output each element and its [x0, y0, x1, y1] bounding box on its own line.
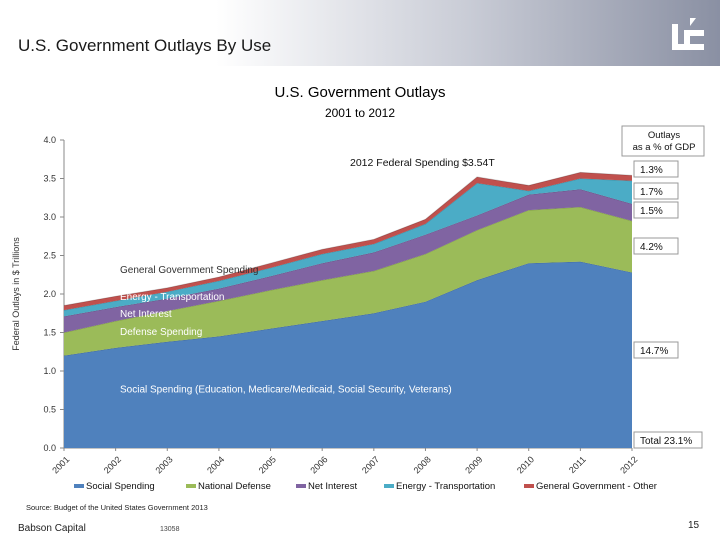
gdp-value-energy: 1.7%: [640, 187, 663, 198]
x-tick-label: 2001: [50, 454, 71, 475]
chart-title: U.S. Government Outlays: [274, 84, 446, 101]
x-tick-label: 2008: [412, 454, 433, 475]
y-tick-label: 4.0: [43, 135, 56, 145]
series-label-general: General Government Spending: [120, 265, 258, 276]
legend-swatch-defense: [186, 484, 196, 488]
legend-swatch-general: [524, 484, 534, 488]
legend-label-net_interest: Net Interest: [308, 481, 357, 492]
chart-subtitle: 2001 to 2012: [324, 106, 396, 120]
source-note: Source: Budget of the United States Gove…: [26, 503, 208, 512]
legend-swatch-social: [74, 484, 84, 488]
gdp-value-defense: 4.2%: [640, 242, 663, 253]
footer-code: 13058: [160, 526, 180, 533]
x-tick-label: 2004: [205, 454, 226, 475]
y-tick-label: 3.0: [43, 212, 56, 222]
x-tick-label: 2011: [567, 454, 588, 475]
gdp-value-box-total: [633, 431, 703, 449]
header-band: [0, 0, 720, 66]
legend-swatch-energy: [384, 484, 394, 488]
y-tick-label: 0.5: [43, 405, 56, 415]
gdp-value-box-general: [633, 160, 679, 178]
gdp-header-line-1: Outlays: [648, 130, 680, 141]
gdp-value-box-net_interest: [633, 201, 679, 219]
y-tick-label: 2.5: [43, 251, 56, 261]
gdp-header-line-2: as a % of GDP: [633, 142, 696, 153]
legend-label-energy: Energy - Transportation: [396, 481, 495, 492]
area-social: [64, 261, 632, 448]
x-tick-label: 2005: [257, 454, 278, 475]
series-label-energy: Energy - Transportation: [120, 292, 225, 303]
page-number: 15: [688, 520, 700, 531]
legend-label-general: General Government - Other: [536, 481, 657, 492]
gdp-value-total: Total 23.1%: [640, 436, 692, 447]
gdp-value-social: 14.7%: [640, 346, 668, 357]
gdp-value-net_interest: 1.5%: [640, 206, 663, 217]
gdp-value-box-defense: [633, 237, 679, 255]
slide-title: U.S. Government Outlays By Use: [18, 36, 272, 55]
footer-company: Babson Capital: [18, 523, 86, 534]
gdp-value-general: 1.3%: [640, 165, 663, 176]
gdp-value-box-energy: [633, 182, 679, 200]
y-tick-label: 3.5: [43, 174, 56, 184]
legend-label-defense: National Defense: [198, 481, 271, 492]
y-tick-label: 2.0: [43, 289, 56, 299]
area-edge-general: [63, 171, 633, 307]
area-general: [64, 172, 632, 311]
y-axis-label: Federal Outlays in $ Trillions: [11, 237, 21, 351]
x-tick-label: 2003: [153, 454, 174, 475]
legend-label-social: Social Spending: [86, 481, 155, 492]
x-tick-label: 2006: [308, 454, 329, 475]
area-energy: [64, 178, 632, 317]
area-net_interest: [64, 189, 632, 333]
area-defense: [64, 206, 632, 356]
x-tick-label: 2002: [102, 454, 123, 475]
x-tick-label: 2012: [618, 454, 639, 475]
chart-annotation: 2012 Federal Spending $3.54T: [350, 157, 495, 169]
series-label-net_interest: Net Interest: [120, 309, 172, 320]
series-label-defense: Defense Spending: [120, 327, 202, 338]
gdp-value-box-social: [633, 341, 679, 359]
x-tick-label: 2009: [463, 454, 484, 475]
y-tick-label: 1.0: [43, 366, 56, 376]
x-tick-label: 2007: [360, 454, 381, 475]
gdp-header-box: [621, 125, 705, 157]
y-tick-label: 1.5: [43, 328, 56, 338]
legend-swatch-net_interest: [296, 484, 306, 488]
babson-logo-icon: [672, 18, 704, 50]
x-tick-label: 2010: [515, 454, 536, 475]
y-tick-label: 0.0: [43, 443, 56, 453]
series-label-social: Social Spending (Education, Medicare/Med…: [120, 385, 452, 396]
